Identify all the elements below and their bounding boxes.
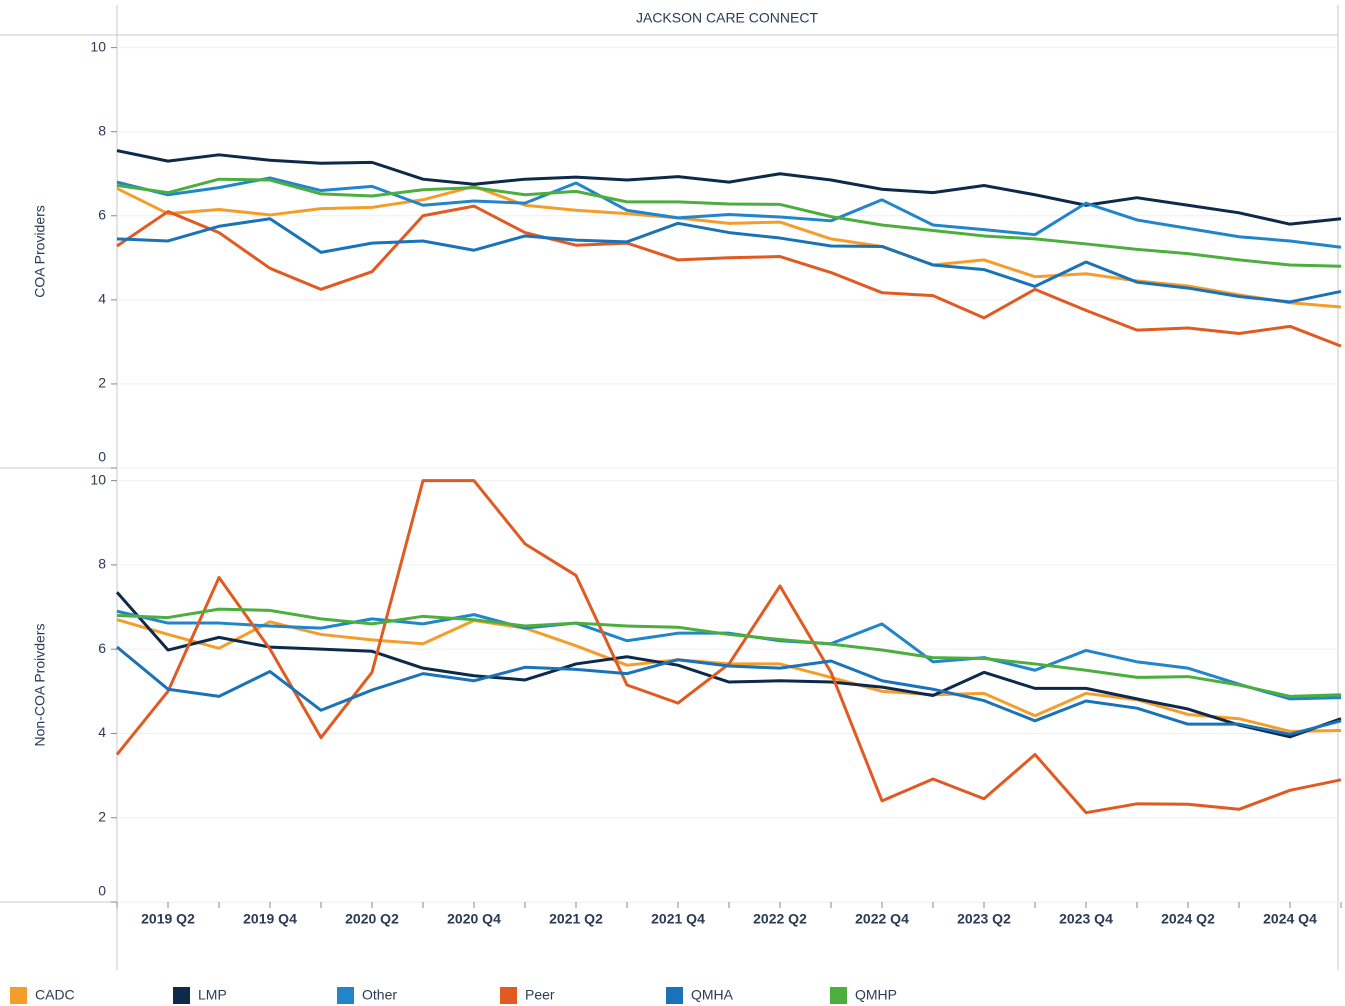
- x-tick-label: 2022 Q2: [753, 911, 807, 927]
- y-tick-label: 4: [98, 291, 106, 307]
- series-line: [116, 607, 1342, 698]
- series-line: [116, 217, 1342, 304]
- legend-swatch: [830, 987, 847, 1004]
- y-tick-label: 10: [90, 471, 106, 487]
- y-tick-label: 6: [98, 206, 106, 222]
- x-tick-label: 2021 Q2: [549, 911, 603, 927]
- x-tick-label: 2019 Q4: [243, 911, 297, 927]
- legend-label: CADC: [35, 987, 75, 1003]
- series-line: [115, 479, 1342, 815]
- chart-title: JACKSON CARE CONNECT: [636, 10, 818, 26]
- series-line: [116, 204, 1342, 348]
- x-tick-label: 2024 Q2: [1161, 911, 1215, 927]
- y-tick-label: 0: [98, 883, 106, 899]
- x-tick-label: 2022 Q4: [855, 911, 909, 927]
- legend-label: Peer: [525, 987, 555, 1003]
- y-tick-label: 6: [98, 640, 106, 656]
- legend-swatch: [666, 987, 683, 1004]
- y-tick-label: 2: [98, 808, 106, 824]
- y-tick-label: 0: [98, 449, 106, 465]
- series-line: [116, 149, 1342, 226]
- y-tick-label: 10: [90, 38, 106, 54]
- legend-swatch: [337, 987, 354, 1004]
- legend-swatch: [500, 987, 517, 1004]
- x-tick-label: 2019 Q2: [141, 911, 195, 927]
- legend-label: LMP: [198, 987, 227, 1003]
- y-axis-label: Non-COA Proivders: [32, 624, 48, 747]
- x-tick-label: 2024 Q4: [1263, 911, 1317, 927]
- legend-label: QMHA: [691, 987, 734, 1003]
- legend-label: Other: [362, 987, 397, 1003]
- x-tick-label: 2020 Q2: [345, 911, 399, 927]
- x-tick-label: 2023 Q2: [957, 911, 1011, 927]
- series-line: [115, 591, 1342, 739]
- y-tick-label: 8: [98, 556, 106, 572]
- series-line: [116, 176, 1342, 249]
- legend-label: QMHP: [855, 987, 897, 1003]
- legend-swatch: [10, 987, 27, 1004]
- x-tick-label: 2021 Q4: [651, 911, 705, 927]
- y-axis-label: COA Providers: [32, 205, 48, 298]
- y-tick-label: 8: [98, 122, 106, 138]
- y-tick-label: 2: [98, 375, 106, 391]
- y-tick-label: 4: [98, 724, 106, 740]
- series-line: [116, 609, 1342, 701]
- series-line: [116, 645, 1342, 736]
- x-tick-label: 2020 Q4: [447, 911, 501, 927]
- series-line: [116, 177, 1342, 268]
- legend-swatch: [173, 987, 190, 1004]
- x-tick-label: 2023 Q4: [1059, 911, 1113, 927]
